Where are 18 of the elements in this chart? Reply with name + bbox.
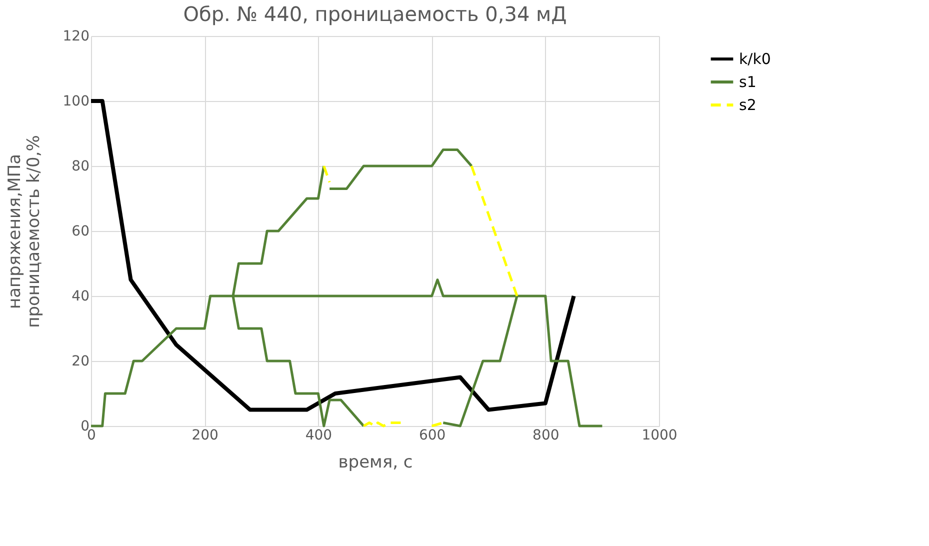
y-tick-label: 120 — [62, 28, 90, 44]
legend-label: s2 — [739, 96, 756, 114]
x-tick-label: 200 — [192, 428, 218, 444]
y-tick-label: 40 — [72, 288, 90, 304]
y-tick-label: 100 — [62, 94, 90, 110]
legend-label: s1 — [739, 73, 756, 91]
y-tick-label: 80 — [72, 158, 90, 174]
x-tick-label: 400 — [305, 428, 332, 444]
x-tick-label: 800 — [532, 428, 560, 444]
legend-label: k/k0 — [739, 50, 771, 68]
y-tick-label: 20 — [72, 354, 90, 370]
x-tick-label: 1000 — [642, 428, 678, 444]
x-axis-title: время, с — [338, 452, 413, 472]
chart-title: Обр. № 440, проницаемость 0,34 мД — [183, 2, 567, 26]
x-tick-label: 600 — [418, 428, 446, 444]
line-series — [89, 99, 576, 412]
y-axis-title: напряжения,МПа проницаемость k/0,% — [4, 135, 44, 328]
y-tick-label: 60 — [72, 224, 90, 240]
